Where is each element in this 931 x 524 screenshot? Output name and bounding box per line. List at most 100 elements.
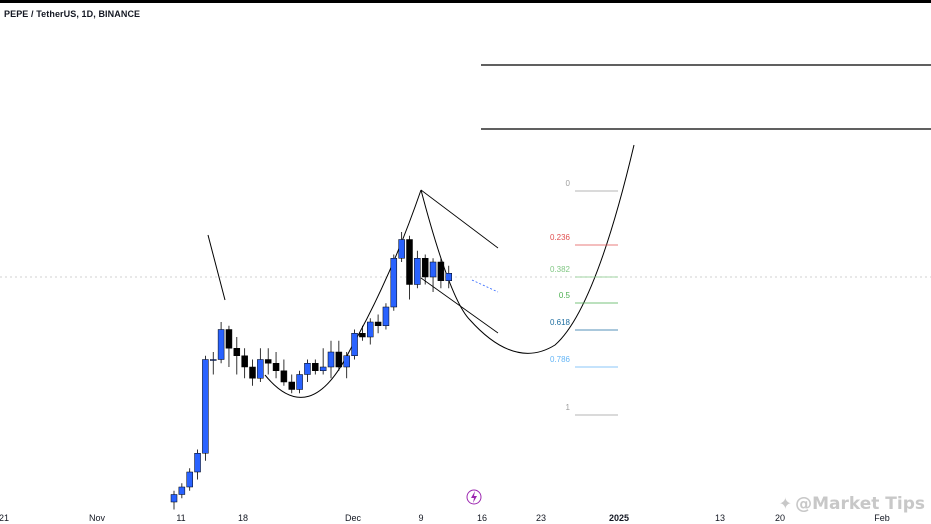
candles[interactable]: [170, 232, 452, 510]
candle[interactable]: [335, 340, 343, 371]
x-tick-label: 23: [536, 513, 546, 523]
candle[interactable]: [194, 449, 201, 480]
x-tick-label: 2025: [609, 513, 629, 523]
candle-body: [280, 370, 288, 383]
candle[interactable]: [170, 490, 178, 510]
candle-body: [210, 359, 217, 361]
candle-body: [351, 333, 358, 356]
candle-body: [414, 258, 421, 285]
candle[interactable]: [264, 348, 272, 375]
candle-body: [249, 366, 256, 379]
candle[interactable]: [178, 483, 186, 499]
x-tick-label: 20: [775, 513, 785, 523]
candle-body: [186, 471, 193, 488]
candle-body: [390, 258, 398, 308]
candle-body: [241, 355, 248, 368]
candle[interactable]: [233, 337, 241, 375]
candle-body: [445, 273, 452, 281]
cat-logo-icon: ✦: [778, 494, 793, 513]
candle[interactable]: [382, 303, 390, 330]
cup-curve-projected: [420, 144, 635, 354]
x-tick-label: 21: [0, 513, 9, 523]
watermark: ✦ @Market Tips: [779, 494, 925, 514]
candle[interactable]: [288, 374, 295, 394]
x-axis: 21 Nov 11 18 Dec 9 16 23 2025 13 20 Feb: [0, 513, 890, 523]
candle[interactable]: [249, 359, 256, 386]
candle-body: [406, 239, 413, 285]
fib-label: 0.5: [559, 291, 571, 300]
candle-body: [178, 486, 186, 495]
chart-title: PEPE / TetherUS, 1D, BINANCE: [4, 9, 141, 19]
fib-retracement[interactable]: 0 0.236 0.382 0.5 0.618 0.786 1: [550, 179, 618, 416]
candle[interactable]: [241, 348, 248, 379]
candle-body: [288, 381, 295, 390]
candle[interactable]: [217, 322, 225, 364]
x-tick-label: 11: [176, 513, 185, 523]
cup-curve-left: [264, 189, 422, 398]
candle[interactable]: [445, 265, 452, 289]
candle[interactable]: [429, 258, 437, 292]
candle[interactable]: [202, 355, 209, 461]
candle-body: [296, 374, 303, 390]
candle-body: [312, 363, 319, 371]
candle[interactable]: [359, 325, 366, 341]
trendline-peak-left: [207, 234, 226, 301]
candle-body: [202, 359, 209, 454]
candle[interactable]: [257, 348, 264, 382]
candle-body: [264, 359, 272, 364]
flag-lower-line: [420, 277, 499, 334]
candle-body: [398, 239, 405, 259]
candle-body: [367, 321, 374, 338]
candle[interactable]: [390, 254, 398, 311]
candle-body: [429, 261, 437, 278]
candle[interactable]: [312, 359, 319, 375]
candle[interactable]: [296, 370, 303, 394]
candle[interactable]: [327, 340, 335, 379]
fib-label: 0.786: [550, 355, 571, 364]
candle[interactable]: [351, 329, 358, 360]
candle-body: [382, 306, 390, 326]
candle-body: [437, 261, 445, 281]
candle[interactable]: [437, 258, 445, 289]
candle[interactable]: [186, 468, 193, 491]
x-tick-label: Dec: [345, 513, 362, 523]
candle-body: [272, 363, 280, 371]
candle[interactable]: [272, 352, 280, 379]
lightning-icon[interactable]: [466, 489, 482, 505]
candle[interactable]: [280, 359, 288, 386]
candle-body: [257, 359, 264, 379]
x-tick-label: 9: [418, 513, 423, 523]
candle-body: [233, 348, 241, 356]
x-tick-label: 16: [477, 513, 487, 523]
candle-body: [304, 363, 311, 375]
candle[interactable]: [421, 254, 429, 285]
flag-projection: [471, 279, 499, 293]
candle[interactable]: [210, 352, 217, 375]
candle[interactable]: [367, 318, 374, 345]
candle[interactable]: [319, 348, 327, 375]
top-border: [0, 0, 931, 3]
candle[interactable]: [343, 352, 350, 379]
x-tick-label: 13: [715, 513, 725, 523]
fib-label: 0.618: [550, 318, 571, 327]
candle[interactable]: [374, 314, 382, 334]
fib-label: 1: [566, 403, 571, 412]
candle-body: [327, 351, 335, 368]
candle[interactable]: [398, 232, 405, 262]
x-tick-label: 18: [238, 513, 248, 523]
candle[interactable]: [414, 250, 421, 289]
fib-label: 0.382: [550, 265, 571, 274]
candle-body: [225, 329, 233, 349]
candle-body: [319, 366, 327, 371]
candle-body: [194, 453, 201, 473]
candle-body: [421, 258, 429, 278]
x-tick-label: Feb: [874, 513, 890, 523]
fib-label: 0: [566, 179, 571, 188]
candle-body: [343, 355, 350, 368]
candle[interactable]: [304, 359, 311, 383]
candle[interactable]: [406, 235, 413, 300]
candle[interactable]: [225, 325, 233, 367]
watermark-text: @Market Tips: [795, 494, 925, 514]
